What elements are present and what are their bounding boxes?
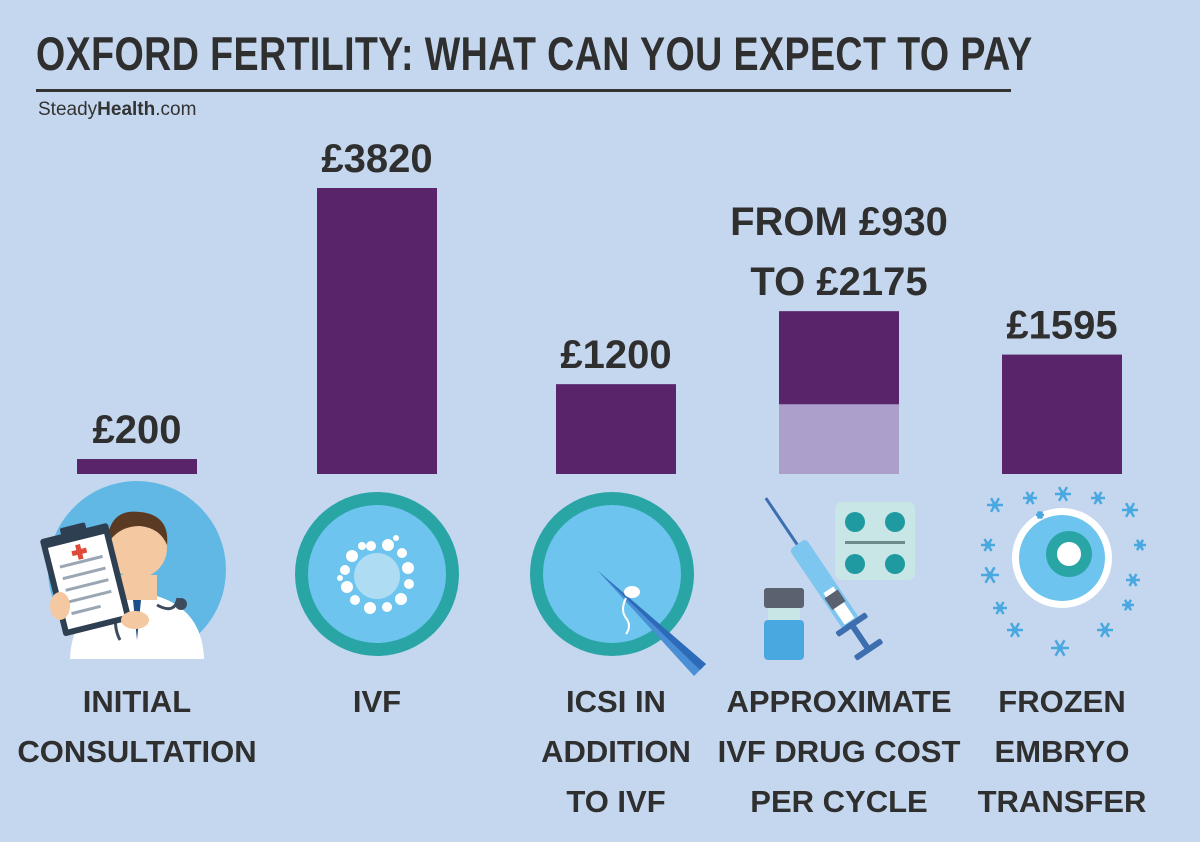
- title-underline: [36, 89, 1011, 92]
- bars-layer: [77, 188, 1122, 474]
- category-label-4-2: TRANSFER: [978, 784, 1147, 819]
- value-label-2-0: £1200: [560, 333, 671, 377]
- bar-2: [556, 384, 676, 474]
- category-label-4-1: EMBRYO: [995, 734, 1130, 769]
- brand-logo: SteadyHealth.com: [38, 99, 196, 121]
- category-label-3-2: PER CYCLE: [750, 784, 927, 819]
- brand-suffix: .com: [155, 99, 197, 120]
- category-label-2-1: ADDITION: [541, 734, 691, 769]
- brand-prefix: Steady: [38, 99, 98, 120]
- bar-1: [317, 188, 437, 474]
- category-labels: INITIAL CONSULTATION IVF ICSI IN ADDITION TO …: [17, 684, 1146, 819]
- category-label-0-0: INITIAL: [83, 684, 192, 719]
- category-label-4-0: FROZEN: [998, 684, 1125, 719]
- category-label-3-1: IVF DRUG COST: [718, 734, 961, 769]
- category-label-3-0: APPROXIMATE: [726, 684, 951, 719]
- value-label-3-1: TO £2175: [750, 260, 927, 304]
- brand-bold: Health: [97, 99, 156, 120]
- value-label-0-0: £200: [93, 408, 182, 452]
- doctor-icon: [40, 481, 226, 659]
- value-label-3-0: FROM £930: [730, 200, 948, 244]
- ivf-cell-icon: [295, 492, 459, 656]
- value-label-1-0: £3820: [321, 137, 432, 181]
- category-label-0-1: CONSULTATION: [17, 734, 256, 769]
- icsi-needle-icon: [530, 492, 706, 676]
- bar-4: [1002, 354, 1122, 474]
- syringe-pills-icon: [764, 497, 915, 661]
- labels-layer: £200 £3820 £1200 FROM £930 TO £2175 £1595: [93, 137, 1118, 452]
- category-label-2-0: ICSI IN: [566, 684, 666, 719]
- bar-3-lower: [779, 404, 899, 474]
- value-label-4-0: £1595: [1006, 304, 1117, 348]
- frozen-embryo-icon: [981, 486, 1146, 657]
- chart-title: OXFORD FERTILITY: WHAT CAN YOU EXPECT TO…: [36, 27, 1033, 80]
- bar-3-upper: [779, 311, 899, 405]
- category-label-2-2: TO IVF: [566, 784, 665, 819]
- bar-0: [77, 459, 197, 474]
- category-label-1-0: IVF: [353, 684, 401, 719]
